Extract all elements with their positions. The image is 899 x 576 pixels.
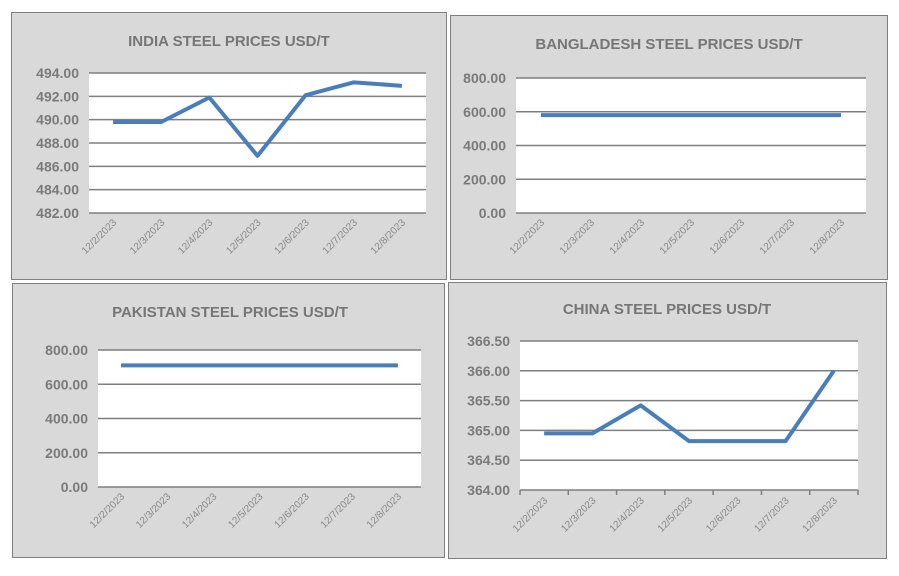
x-tick-label: 12/4/2023 (608, 217, 648, 257)
y-tick-label: 488.00 (36, 135, 79, 151)
x-tick-label: 12/3/2023 (559, 495, 599, 535)
pakistan-chart-panel: PAKISTAN STEEL PRICES USD/T 0.00 200.00 400… (12, 283, 445, 558)
x-tick-label: 12/7/2023 (752, 495, 792, 535)
india-chart-panel: INDIA STEEL PRICES USD/T 482.00 484.00 486.… (11, 12, 447, 280)
y-tick-label: 800.00 (463, 70, 506, 86)
x-tick-label: 12/6/2023 (273, 491, 313, 531)
chart-title: INDIA STEEL PRICES USD/T (128, 33, 330, 50)
x-tick-label: 12/6/2023 (273, 217, 313, 257)
x-tick-label: 12/8/2023 (808, 217, 848, 257)
bangladesh-chart: BANGLADESH STEEL PRICES USD/T 0.00 200.00 4… (463, 36, 866, 257)
chart-title: CHINA STEEL PRICES USD/T (563, 301, 771, 318)
y-tick-label: 364.50 (467, 452, 510, 468)
plot-area (520, 341, 858, 490)
pakistan-chart: PAKISTAN STEEL PRICES USD/T 0.00 200.00 400… (45, 304, 421, 531)
y-tick-label: 0.00 (61, 479, 88, 495)
y-tick-label: 400.00 (463, 138, 506, 154)
x-tick-label: 12/8/2023 (365, 491, 405, 531)
x-tick-label: 12/6/2023 (708, 217, 748, 257)
x-tick-label: 12/4/2023 (176, 217, 216, 257)
y-tick-label: 494.00 (36, 65, 79, 81)
y-tick-label: 492.00 (36, 88, 79, 104)
chart-title: BANGLADESH STEEL PRICES USD/T (535, 36, 802, 53)
y-tick-label: 400.00 (45, 411, 88, 427)
bangladesh-chart-panel: BANGLADESH STEEL PRICES USD/T 0.00 200.00 4… (450, 15, 888, 280)
x-tick-label: 12/6/2023 (704, 495, 744, 535)
y-tick-label: 482.00 (36, 205, 79, 221)
chart-title: PAKISTAN STEEL PRICES USD/T (112, 304, 348, 321)
y-tick-label: 200.00 (45, 445, 88, 461)
x-tick-label: 12/2/2023 (508, 217, 548, 257)
y-tick-label: 366.00 (467, 363, 510, 379)
y-tick-label: 200.00 (463, 171, 506, 187)
china-chart: CHINA STEEL PRICES USD/T 364.00 364.50 365.… (467, 301, 859, 535)
y-tick-label: 364.00 (467, 482, 510, 498)
x-tick-label: 12/2/2023 (511, 495, 551, 535)
y-tick-label: 365.00 (467, 422, 510, 438)
y-tick-label: 484.00 (36, 182, 79, 198)
china-chart-panel: CHINA STEEL PRICES USD/T 364.00 364.50 365.… (448, 282, 887, 559)
x-tick-label: 12/5/2023 (224, 217, 264, 257)
india-chart: INDIA STEEL PRICES USD/T 482.00 484.00 486.… (36, 33, 426, 257)
x-tick-label: 12/7/2023 (319, 491, 359, 531)
x-tick-label: 12/5/2023 (658, 217, 698, 257)
y-tick-label: 486.00 (36, 158, 79, 174)
y-tick-label: 800.00 (45, 342, 88, 358)
y-tick-label: 490.00 (36, 112, 79, 128)
x-tick-label: 12/8/2023 (801, 495, 841, 535)
x-tick-label: 12/8/2023 (369, 217, 409, 257)
x-tick-label: 12/3/2023 (134, 491, 174, 531)
x-tick-label: 12/4/2023 (608, 495, 648, 535)
x-tick-label: 12/7/2023 (758, 217, 798, 257)
y-tick-label: 600.00 (45, 376, 88, 392)
y-tick-label: 600.00 (463, 104, 506, 120)
x-tick-label: 12/2/2023 (80, 217, 120, 257)
y-tick-label: 366.50 (467, 333, 510, 349)
y-tick-label: 0.00 (479, 205, 506, 221)
x-tick-label: 12/4/2023 (180, 491, 220, 531)
x-tick-label: 12/2/2023 (88, 491, 128, 531)
x-tick-label: 12/5/2023 (656, 495, 696, 535)
y-tick-label: 365.50 (467, 393, 510, 409)
x-tick-label: 12/5/2023 (226, 491, 266, 531)
x-tick-label: 12/7/2023 (321, 217, 361, 257)
x-tick-label: 12/3/2023 (558, 217, 598, 257)
x-tick-label: 12/3/2023 (128, 217, 168, 257)
